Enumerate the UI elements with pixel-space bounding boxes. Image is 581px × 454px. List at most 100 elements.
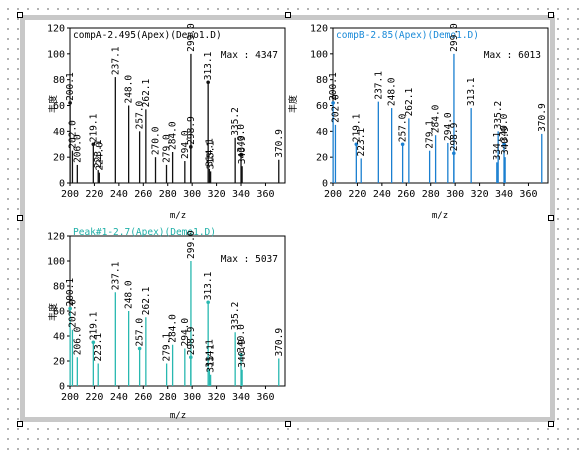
peak-label: 262.1	[404, 88, 415, 117]
peak-label: 340.9	[237, 339, 248, 368]
x-tick-label: 240	[110, 189, 128, 200]
peak-label: 340.0	[499, 113, 510, 142]
y-tick-label: 0	[322, 179, 328, 190]
peak-label: 206.0	[72, 134, 83, 163]
x-tick-label: 220	[348, 189, 366, 200]
peak-label: 279.0	[162, 134, 173, 163]
x-tick-label: 200	[324, 189, 342, 200]
resize-handle-top-left[interactable]	[17, 12, 23, 18]
peak-label: 298.9	[186, 116, 197, 145]
y-tick-label: 0	[59, 382, 65, 393]
y-axis-label: 丰度	[287, 95, 299, 113]
peak-label: 219.1	[88, 113, 99, 142]
peak-label: 202.0	[330, 94, 341, 123]
peak-label: 202.0	[67, 120, 78, 149]
x-tick-label: 320	[208, 189, 226, 200]
x-tick-label: 300	[446, 189, 464, 200]
peak-label: 202.0	[67, 299, 78, 328]
peak-label: 313.1	[203, 51, 214, 80]
x-tick-label: 280	[159, 189, 177, 200]
peak-label: 248.0	[124, 280, 135, 309]
peak-label: 370.9	[274, 328, 285, 357]
x-tick-label: 220	[85, 392, 103, 403]
peak-label: 257.0	[135, 100, 146, 129]
peak-marker	[502, 142, 506, 147]
peak-label: 315.1	[206, 140, 217, 169]
peak-label: 313.1	[203, 271, 214, 300]
peak-marker	[354, 142, 359, 147]
peak-label: 340.0	[236, 324, 247, 353]
peak-label: 219.1	[88, 311, 99, 340]
chart-title: Peak#1-2.7(Apex)(Demo1.D)	[73, 227, 216, 238]
peak-label: 294.0	[180, 318, 191, 347]
peak-label: 262.1	[141, 286, 152, 315]
y-tick-label: 80	[53, 282, 65, 293]
peak-label: 294.0	[180, 130, 191, 159]
chart-title: compB-2.85(Apex)(Demo1.D)	[336, 30, 479, 41]
x-tick-label: 360	[256, 189, 274, 200]
peak-label: 200.1	[65, 278, 76, 307]
y-tick-label: 0	[59, 179, 65, 190]
x-tick-label: 360	[519, 189, 537, 200]
peak-label: 335.2	[230, 302, 241, 331]
y-tick-label: 60	[53, 101, 65, 112]
y-axis-label: 丰度	[47, 95, 59, 113]
x-axis-label: m/z	[432, 211, 448, 221]
peak-label: 248.0	[387, 77, 398, 106]
x-tick-label: 360	[256, 392, 274, 403]
peak-marker	[206, 300, 210, 305]
peak-label: 340.9	[500, 126, 511, 155]
peak-label: 223.1	[93, 333, 104, 362]
peak-label: 223.1	[93, 139, 104, 168]
peak-marker	[331, 101, 335, 105]
peak-marker	[91, 142, 96, 147]
peak-label: 279.1	[425, 120, 436, 149]
peak-label: 299.0	[186, 23, 197, 52]
y-tick-label: 100	[47, 257, 65, 268]
x-tick-label: 260	[134, 392, 152, 403]
resize-handle-top-right[interactable]	[548, 12, 554, 18]
peak-label: 315.1	[206, 344, 217, 373]
peak-label: 284.0	[168, 121, 179, 150]
peak-label: 334.1	[492, 131, 503, 160]
resize-handle-top-middle[interactable]	[285, 12, 291, 18]
spectrum-chart-peak1: Peak#1-2.7(Apex)(Demo1.D) Max : 5037 m/z…	[47, 227, 286, 421]
y-tick-label: 20	[316, 153, 328, 164]
max-label: Max : 5037	[221, 254, 278, 265]
y-tick-label: 60	[316, 101, 328, 112]
x-axis-label: m/z	[170, 211, 186, 221]
y-tick-label: 20	[53, 357, 65, 368]
resize-handle-middle-right[interactable]	[548, 215, 554, 221]
y-tick-label: 120	[47, 232, 65, 243]
peak-label: 200.1	[328, 72, 339, 101]
resize-handle-bottom-middle[interactable]	[285, 421, 291, 427]
resize-handle-middle-left[interactable]	[17, 215, 23, 221]
peak-label: 284.0	[168, 314, 179, 343]
peak-marker	[206, 80, 210, 85]
x-tick-label: 280	[159, 392, 177, 403]
peak-label: 314.1	[204, 339, 215, 368]
y-tick-label: 100	[310, 49, 328, 60]
peak-label: 200.1	[65, 72, 76, 101]
y-tick-label: 60	[53, 307, 65, 318]
peak-label: 270.0	[151, 126, 162, 155]
resize-handle-bottom-left[interactable]	[17, 421, 23, 427]
peak-label: 314.1	[204, 138, 215, 167]
x-tick-label: 340	[232, 392, 250, 403]
peak-label: 335.2	[230, 107, 241, 136]
x-tick-label: 320	[471, 189, 489, 200]
peak-label: 257.0	[135, 318, 146, 347]
peak-label: 335.2	[493, 101, 504, 130]
x-tick-label: 300	[183, 392, 201, 403]
peak-marker	[91, 340, 96, 345]
y-tick-label: 40	[53, 127, 65, 138]
y-tick-label: 20	[53, 153, 65, 164]
peak-label: 370.9	[274, 129, 285, 158]
x-tick-label: 340	[232, 189, 250, 200]
peak-marker	[400, 142, 405, 147]
max-label: Max : 4347	[221, 50, 278, 61]
x-tick-label: 200	[61, 189, 79, 200]
peak-label: 298.9	[449, 122, 460, 151]
peak-marker	[239, 352, 243, 357]
resize-handle-bottom-right[interactable]	[548, 421, 554, 427]
